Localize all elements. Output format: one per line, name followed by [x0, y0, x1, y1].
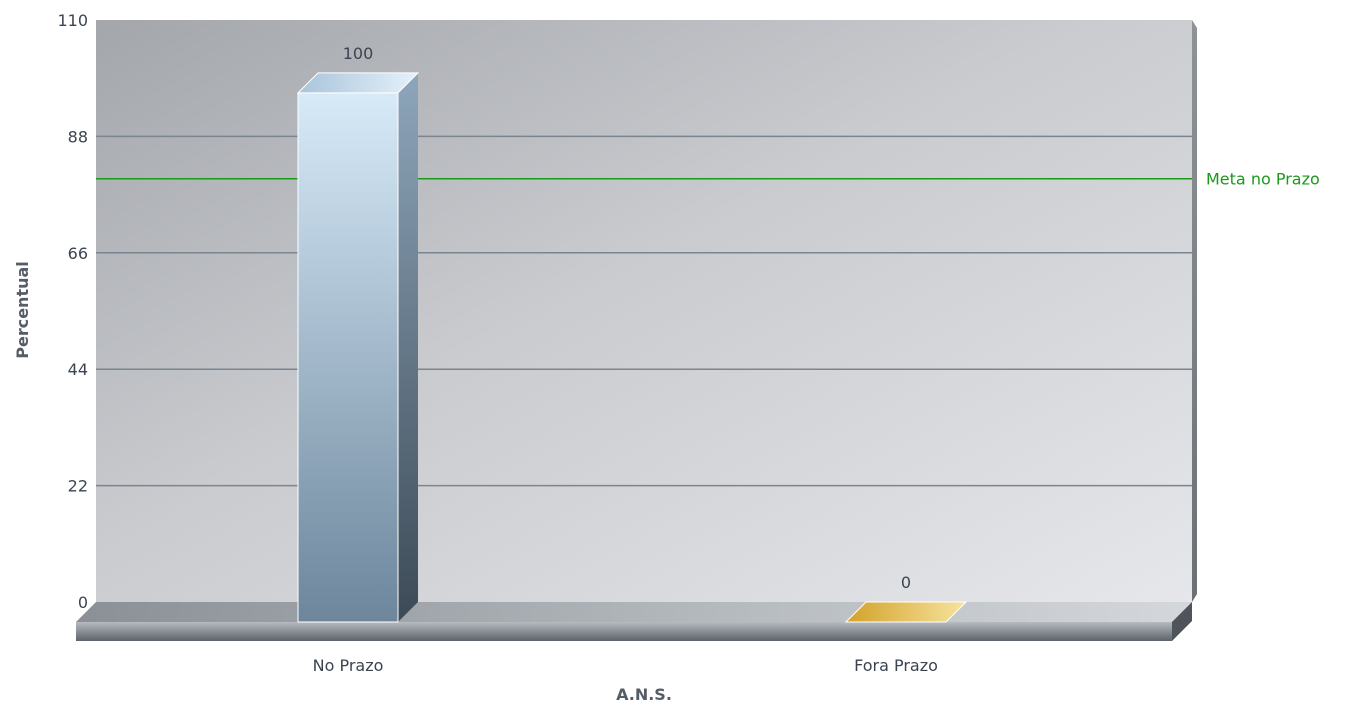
y-tick-label: 0 — [78, 593, 88, 612]
x-axis-title: A.N.S. — [616, 685, 672, 704]
bar-top — [844, 601, 968, 623]
bar-side — [398, 72, 418, 623]
back-wall — [96, 20, 1192, 602]
data-label: 0 — [901, 573, 911, 592]
floor-top — [76, 602, 1192, 622]
floor-side — [1172, 602, 1192, 641]
bar-top — [296, 72, 420, 94]
y-tick-label: 44 — [68, 360, 88, 379]
bars — [296, 72, 968, 623]
x-tick-label: No Prazo — [313, 656, 384, 675]
bar-front — [297, 92, 399, 623]
right-wall-edge — [1192, 20, 1197, 602]
floor-front — [76, 622, 1172, 641]
y-tick-label: 22 — [68, 477, 88, 496]
labels: 0 22 44 66 88 110 Meta no Prazo 100 No Prazo 0 For… — [57, 11, 1319, 675]
bar — [296, 72, 420, 623]
data-label: 100 — [343, 44, 374, 63]
y-tick-label: 88 — [68, 127, 88, 146]
plot-area — [76, 20, 1197, 641]
reference-line-label: Meta no Prazo — [1206, 170, 1320, 189]
gridlines — [96, 135, 1192, 487]
y-tick-label: 110 — [57, 11, 88, 30]
y-axis-title: Percentual — [13, 261, 32, 359]
bar — [844, 601, 968, 623]
x-tick-label: Fora Prazo — [854, 656, 938, 675]
y-tick-label: 66 — [68, 244, 88, 263]
